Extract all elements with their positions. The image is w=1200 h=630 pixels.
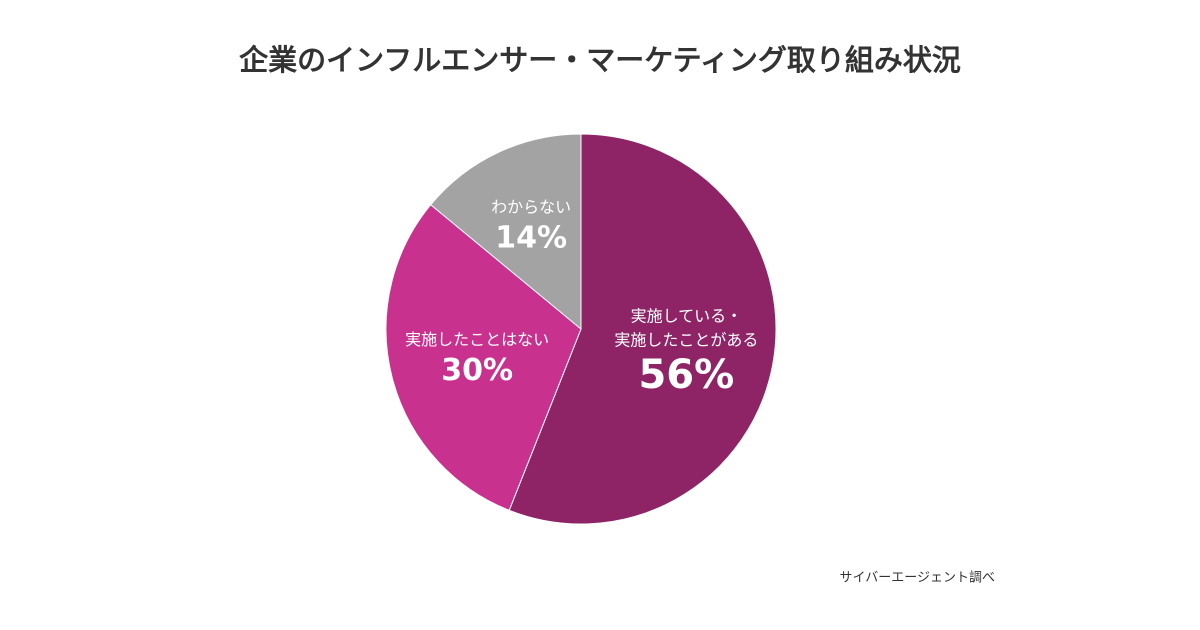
slice-label: わからない — [491, 198, 571, 217]
pie-slice — [430, 133, 582, 331]
slice-label: 実施している・ — [631, 307, 743, 326]
pie-slice — [508, 133, 777, 525]
chart-title: 企業のインフルエンサー・マーケティング取り組み状況 — [239, 43, 961, 77]
value-label: 14% — [495, 221, 567, 256]
slice-label: 実施したことがある — [614, 331, 758, 350]
pie-slice — [385, 203, 582, 511]
slice-label: 実施したことはない — [405, 330, 549, 349]
source-note: サイバーエージェント調べ — [840, 571, 995, 586]
value-label: 56% — [638, 352, 734, 398]
value-label: 30% — [441, 353, 513, 388]
